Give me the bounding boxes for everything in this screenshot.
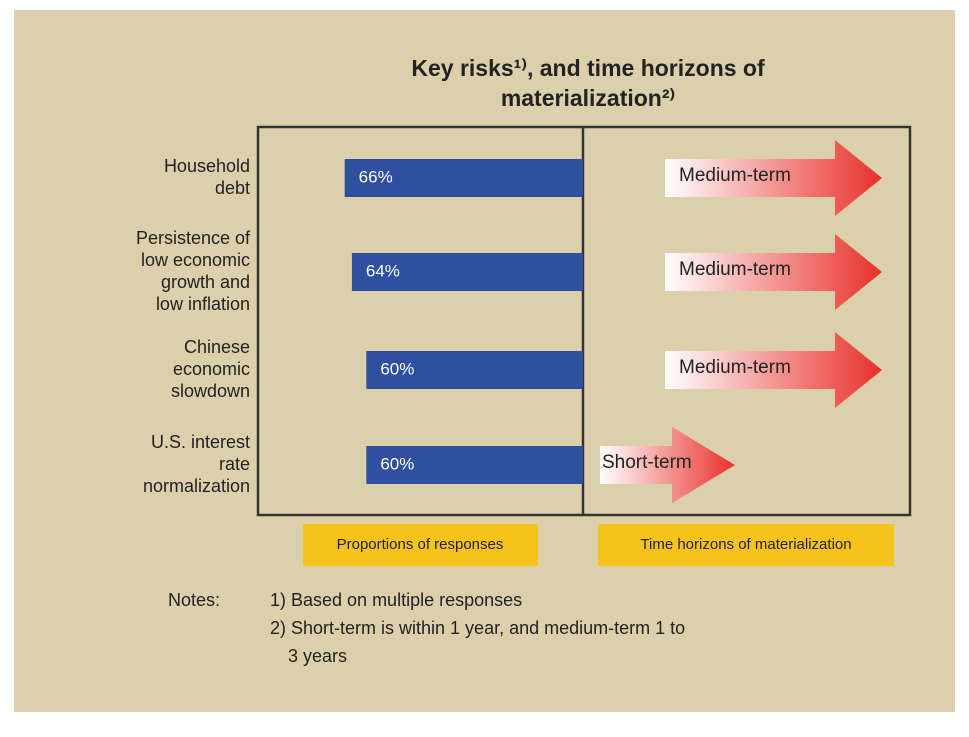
category-label: growth and bbox=[161, 272, 250, 292]
value-label: 60% bbox=[380, 359, 414, 378]
category-label: U.S. interest bbox=[151, 432, 250, 452]
horizon-text: Short-term bbox=[602, 452, 692, 473]
category-label: Chinese bbox=[184, 337, 250, 357]
horizon-text: Medium-term bbox=[679, 165, 791, 186]
value-label: 60% bbox=[380, 454, 414, 473]
category-label: economic bbox=[173, 359, 250, 379]
chart-title: materialization²⁾ bbox=[501, 85, 675, 111]
horizon-text: Medium-term bbox=[679, 357, 791, 378]
horizon-text: Medium-term bbox=[679, 259, 791, 280]
value-label: 66% bbox=[359, 167, 393, 186]
category-label: debt bbox=[215, 178, 250, 198]
note: 1) Based on multiple responses bbox=[270, 590, 522, 610]
label-box bbox=[303, 524, 538, 566]
horizon-arrow bbox=[665, 234, 882, 310]
label-box bbox=[598, 524, 894, 566]
x-axis-label: Proportions of responses bbox=[337, 536, 504, 553]
note: 2) Short-term is within 1 year, and medi… bbox=[270, 618, 685, 638]
category-label: normalization bbox=[143, 476, 250, 496]
category-label: low economic bbox=[141, 250, 250, 270]
horizon-arrow bbox=[665, 332, 882, 408]
category-label: Household bbox=[164, 156, 250, 176]
notes-head: Notes: bbox=[168, 590, 220, 610]
bar bbox=[366, 446, 583, 484]
category-label: slowdown bbox=[171, 381, 250, 401]
horizon-arrow bbox=[600, 427, 735, 503]
bar bbox=[351, 253, 583, 291]
value-label: 64% bbox=[366, 261, 400, 280]
bar bbox=[344, 159, 583, 197]
horizon-arrow bbox=[665, 140, 882, 216]
chart-title: Key risks¹⁾, and time horizons of bbox=[411, 55, 765, 81]
category-label: low inflation bbox=[156, 294, 250, 314]
note: 3 years bbox=[288, 646, 347, 666]
horizon-label: Time horizons of materialization bbox=[640, 536, 851, 553]
category-label: Persistence of bbox=[136, 228, 251, 248]
bar bbox=[366, 351, 583, 389]
category-label: rate bbox=[219, 454, 250, 474]
